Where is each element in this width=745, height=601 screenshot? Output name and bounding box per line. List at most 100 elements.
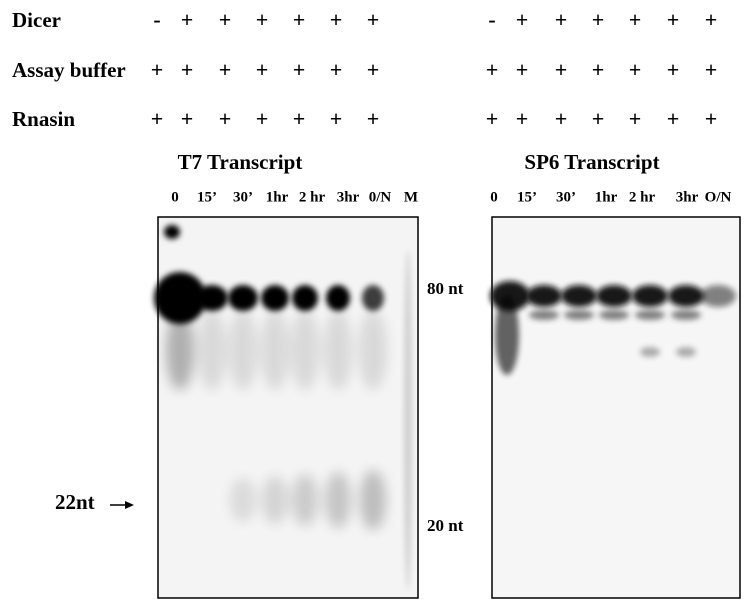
sign: + <box>219 57 232 82</box>
sign: + <box>516 57 529 82</box>
lane-label: 0 <box>490 189 498 205</box>
band <box>326 285 350 311</box>
sign: + <box>330 106 343 131</box>
low-band <box>676 347 696 357</box>
sign: + <box>667 106 680 131</box>
sign: + <box>555 106 568 131</box>
sign: + <box>629 106 642 131</box>
band <box>668 285 704 307</box>
smear <box>495 295 519 375</box>
sign: + <box>486 106 499 131</box>
lane-label: 0/N <box>369 189 392 205</box>
sign: + <box>330 7 343 32</box>
sign: + <box>181 7 194 32</box>
sign: + <box>367 57 380 82</box>
arrow-label: 22nt <box>55 490 95 514</box>
gel-left <box>157 216 419 599</box>
gel-bands <box>154 225 736 590</box>
row-label: Dicer <box>12 8 61 32</box>
sign: + <box>151 106 164 131</box>
lane-label: 2 hr <box>629 189 656 205</box>
lane-label: 30’ <box>233 189 253 205</box>
marker-lane <box>404 250 412 590</box>
panel-title: T7 Transcript <box>178 150 303 174</box>
band <box>526 285 562 307</box>
sign: + <box>516 106 529 131</box>
sign: + <box>256 106 269 131</box>
smear <box>359 310 387 390</box>
size-marker: 20 nt <box>427 516 464 535</box>
sub-band <box>671 310 701 320</box>
lane-label: 15’ <box>197 189 217 205</box>
smear <box>324 310 352 390</box>
sign: + <box>330 57 343 82</box>
sign: + <box>705 57 718 82</box>
smear <box>229 310 257 390</box>
row-label: Assay buffer <box>12 58 126 82</box>
sign: + <box>667 7 680 32</box>
smear <box>291 310 319 390</box>
band <box>154 272 206 324</box>
panel-title: SP6 Transcript <box>524 150 659 174</box>
sub-band <box>529 310 559 320</box>
band <box>228 285 258 311</box>
sign: + <box>555 57 568 82</box>
sign: + <box>181 106 194 131</box>
sign: + <box>705 7 718 32</box>
band <box>700 285 736 307</box>
sign: + <box>555 7 568 32</box>
lane-label: 1hr <box>595 189 618 205</box>
smear <box>261 310 289 390</box>
sub-band <box>599 310 629 320</box>
sign: + <box>705 106 718 131</box>
band <box>632 285 668 307</box>
lane-label: 0 <box>171 189 179 205</box>
sign: + <box>367 106 380 131</box>
lane-label: 15’ <box>517 189 537 205</box>
row-label: Rnasin <box>12 107 75 131</box>
small-band <box>292 474 318 526</box>
sign: + <box>367 7 380 32</box>
sign: + <box>256 7 269 32</box>
sign: + <box>516 7 529 32</box>
band <box>561 285 597 307</box>
sign: + <box>151 57 164 82</box>
sign: + <box>293 57 306 82</box>
sign: + <box>592 7 605 32</box>
lane-label: M <box>404 189 418 205</box>
well <box>164 225 180 239</box>
small-band <box>360 470 386 530</box>
sign: + <box>486 57 499 82</box>
sign: + <box>629 57 642 82</box>
sub-band <box>564 310 594 320</box>
sign: - <box>488 7 495 32</box>
small-band <box>325 472 351 528</box>
lane-label: 3hr <box>337 189 360 205</box>
sub-band <box>635 310 665 320</box>
lane-label: 2 hr <box>299 189 326 205</box>
band <box>261 285 289 311</box>
sign: + <box>219 7 232 32</box>
small-band <box>230 478 256 522</box>
smear <box>198 310 226 390</box>
lane-label: 30’ <box>556 189 576 205</box>
arrow-head <box>125 501 134 509</box>
sign: + <box>256 57 269 82</box>
band <box>362 285 384 311</box>
sign: + <box>629 7 642 32</box>
sign: + <box>667 57 680 82</box>
smear <box>166 310 194 390</box>
band <box>596 285 632 307</box>
size-marker: 80 nt <box>427 279 464 298</box>
sign: - <box>153 7 160 32</box>
sign: + <box>592 106 605 131</box>
lane-label: O/N <box>705 189 732 205</box>
sign: + <box>219 106 232 131</box>
low-band <box>640 347 660 357</box>
small-band <box>262 476 288 524</box>
band <box>196 285 228 311</box>
sign: + <box>293 7 306 32</box>
sign: + <box>592 57 605 82</box>
sign: + <box>293 106 306 131</box>
lane-label: 3hr <box>676 189 699 205</box>
